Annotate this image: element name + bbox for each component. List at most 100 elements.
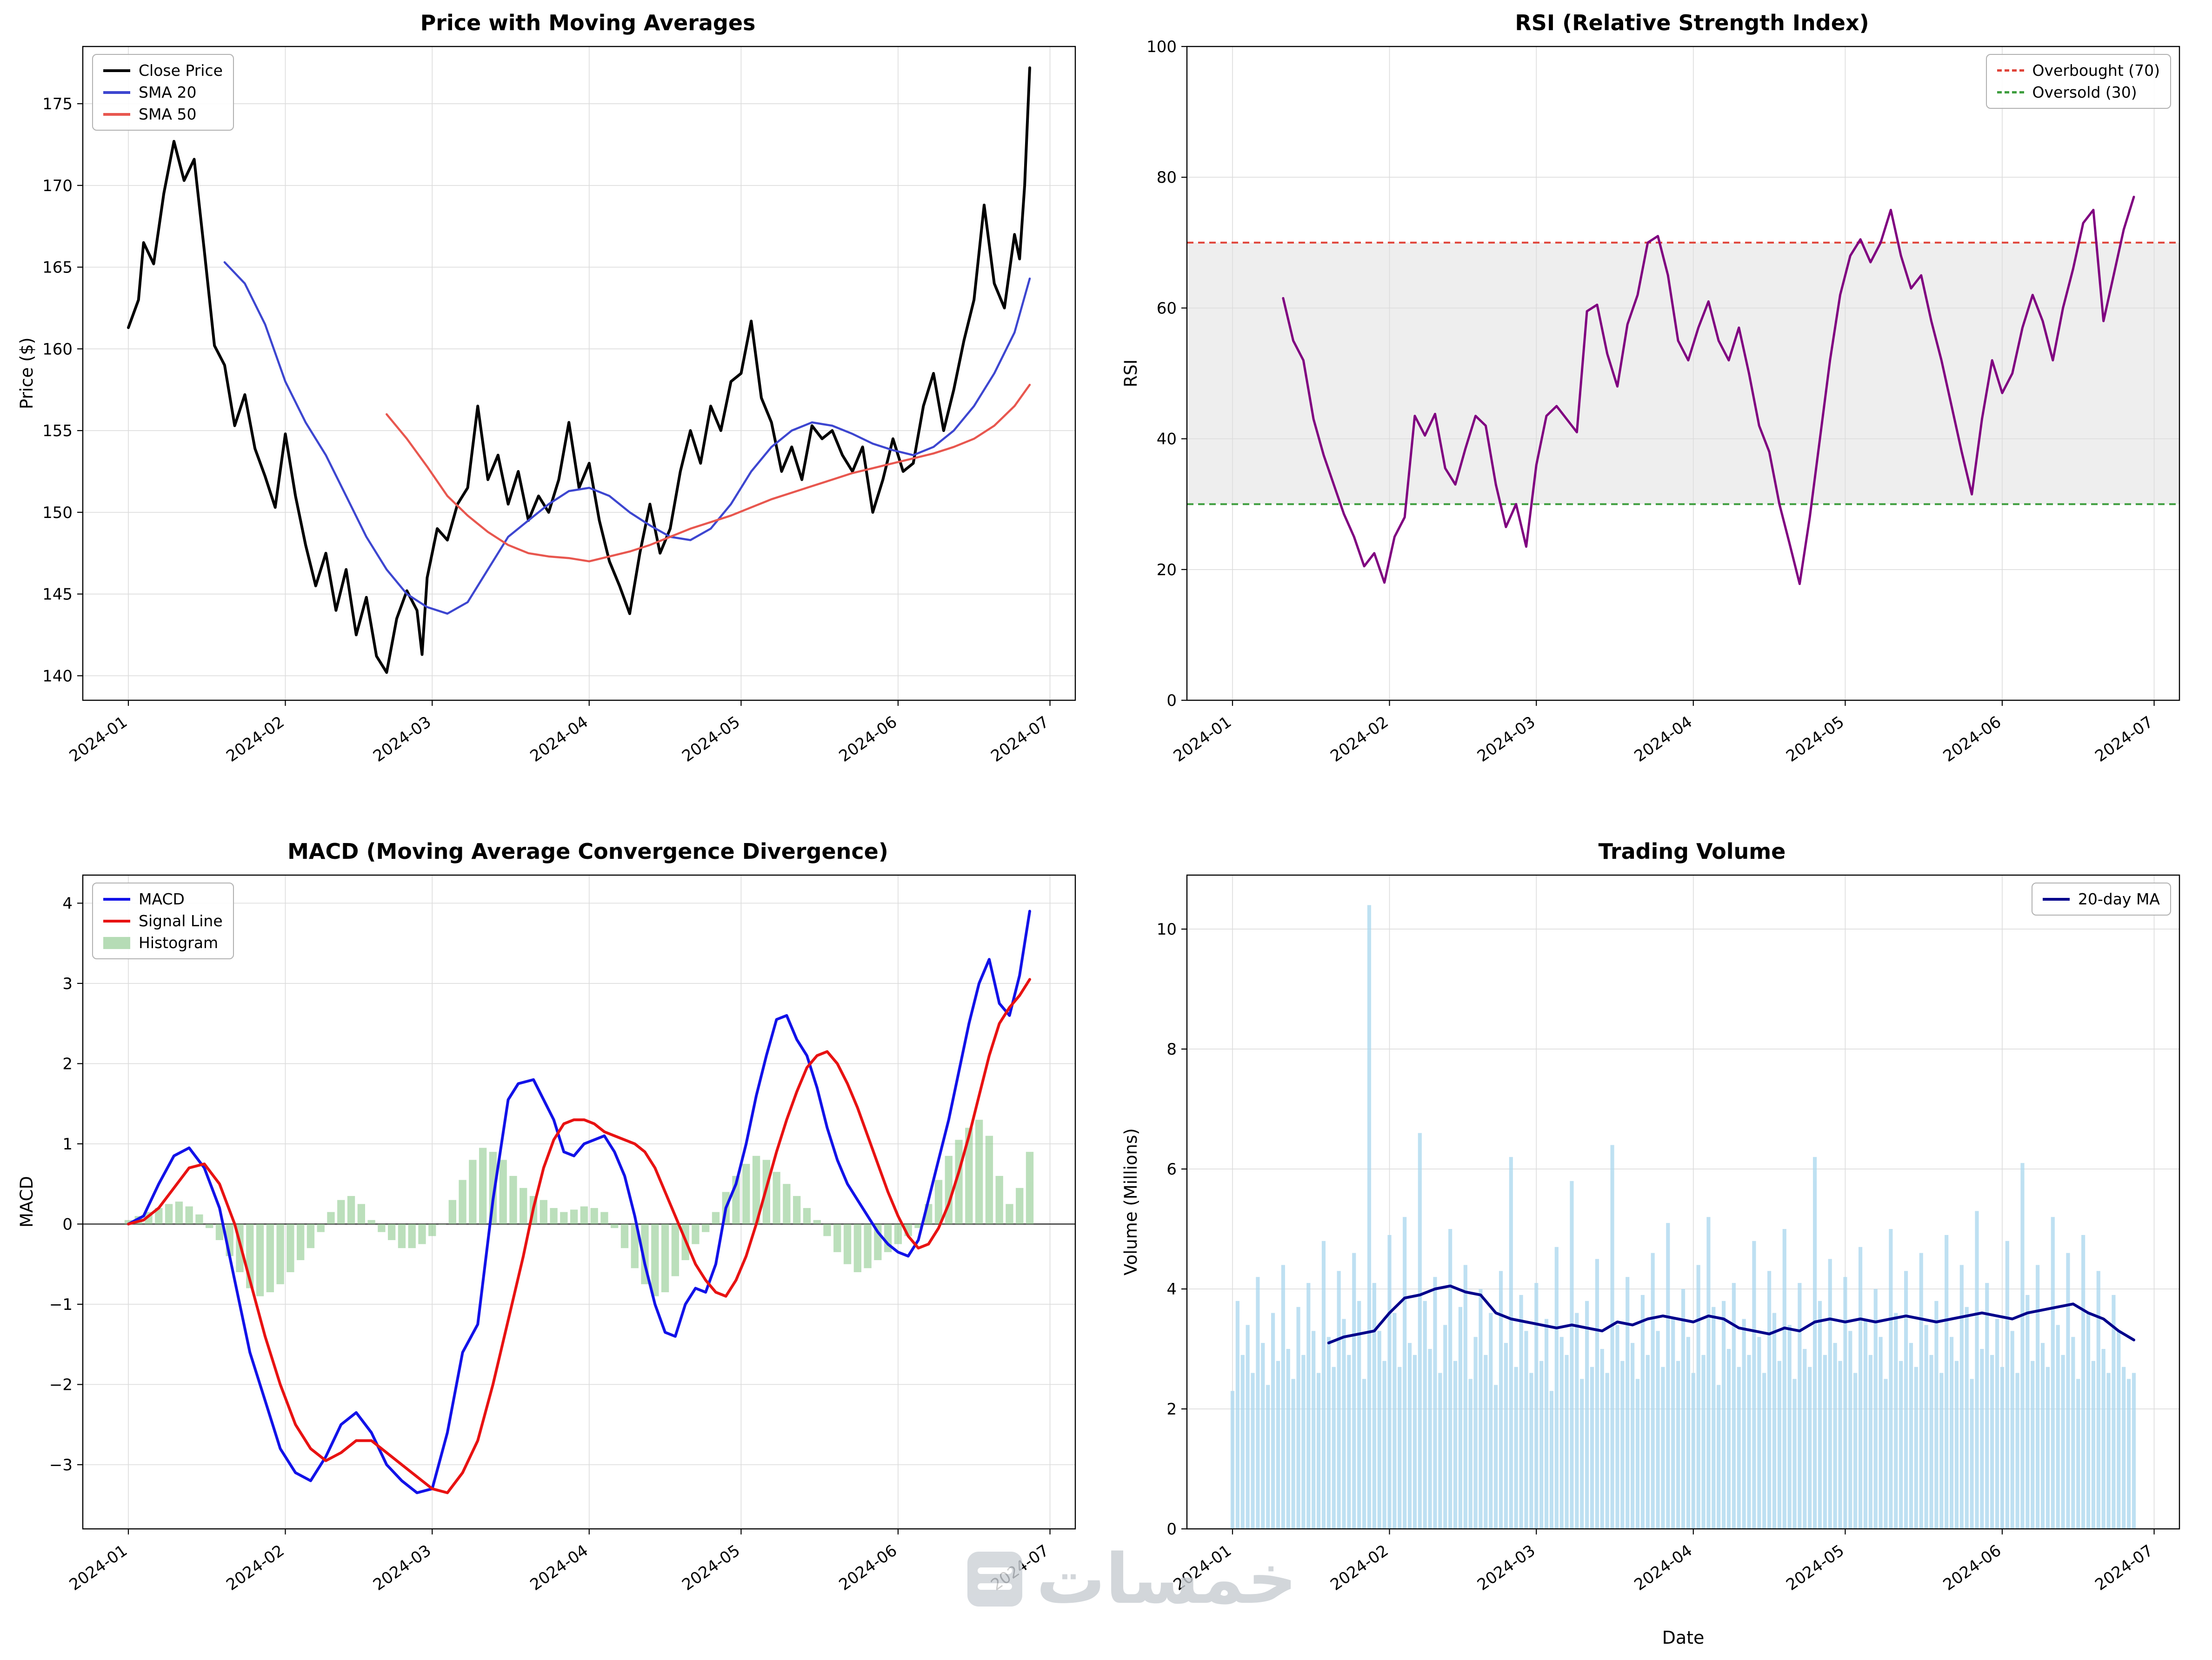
price-y-axis-label: Price ($) (17, 337, 37, 410)
svg-text:2024-03: 2024-03 (370, 713, 434, 766)
legend-label: 20-day MA (2078, 890, 2160, 908)
svg-text:4: 4 (1166, 1280, 1177, 1299)
price-chart-title: Price with Moving Averages (420, 10, 756, 35)
svg-text:2024-04: 2024-04 (1631, 1541, 1696, 1594)
svg-text:2024-06: 2024-06 (1940, 1541, 2005, 1594)
svg-text:165: 165 (42, 259, 73, 277)
legend-swatch-line (103, 91, 130, 94)
svg-text:175: 175 (42, 95, 73, 113)
rsi-y-axis-label: RSI (1121, 359, 1141, 388)
rsi-legend: Overbought (70) Oversold (30) (1985, 54, 2171, 109)
legend-item: Close Price (103, 61, 223, 80)
legend-label: Signal Line (139, 912, 223, 930)
legend-item: Histogram (103, 934, 223, 952)
legend-swatch-line (103, 919, 130, 923)
legend-swatch-line (103, 897, 130, 901)
legend-label: Close Price (139, 61, 223, 80)
rsi-chart-plot: 2024-01 2024-02 2024-03 2024-04 2024-05 2024-… (1146, 39, 2180, 766)
svg-text:2024-04: 2024-04 (527, 1541, 592, 1594)
svg-text:2024-05: 2024-05 (679, 713, 743, 766)
rsi-chart-panel: RSI (Relative Strength Index) RSI 2024-0… (1117, 7, 2197, 824)
svg-text:2024-01: 2024-01 (66, 713, 131, 766)
rsi-chart-title: RSI (Relative Strength Index) (1515, 10, 1869, 35)
macd-chart-title: MACD (Moving Average Convergence Diverge… (287, 839, 888, 864)
svg-text:0: 0 (1166, 1520, 1177, 1539)
volume-legend: 20-day MA (2031, 883, 2171, 916)
svg-text:40: 40 (1157, 430, 1177, 449)
svg-text:2024-06: 2024-06 (1940, 713, 2005, 766)
svg-text:2024-06: 2024-06 (836, 1541, 900, 1594)
legend-label: MACD (139, 890, 185, 908)
volume-chart-title: Trading Volume (1598, 839, 1786, 864)
svg-text:2024-07: 2024-07 (2092, 1541, 2156, 1594)
legend-label: SMA 20 (139, 83, 197, 101)
price-legend: Close Price SMA 20 SMA 50 (92, 54, 234, 131)
legend-item: Signal Line (103, 912, 223, 930)
svg-text:2024-05: 2024-05 (1783, 1541, 1847, 1594)
macd-y-axis-label: MACD (17, 1176, 37, 1228)
svg-text:8: 8 (1166, 1040, 1177, 1059)
svg-text:2024-03: 2024-03 (370, 1541, 434, 1594)
svg-text:2024-06: 2024-06 (836, 713, 900, 766)
price-chart-panel: Price with Moving Averages Price ($) 202… (13, 7, 1093, 824)
svg-text:60: 60 (1157, 299, 1177, 318)
volume-x-axis-label: Date (1662, 1627, 1705, 1648)
price-chart-plot: 2024-01 2024-02 2024-03 2024-04 2024-05 2024-… (42, 46, 1076, 766)
svg-text:20: 20 (1157, 561, 1177, 579)
legend-item: SMA 20 (103, 83, 223, 101)
svg-text:10: 10 (1157, 920, 1177, 939)
legend-swatch-dashed (1997, 69, 2024, 72)
volume-chart-plot: 2024-01 2024-02 2024-03 2024-04 2024-05 2024-… (1157, 874, 2180, 1594)
svg-text:2024-07: 2024-07 (987, 713, 1052, 766)
svg-text:0: 0 (62, 1215, 73, 1234)
svg-text:4: 4 (62, 894, 73, 913)
svg-text:6: 6 (1166, 1160, 1177, 1179)
legend-item: 20-day MA (2042, 890, 2160, 908)
macd-legend: MACD Signal Line Histogram (92, 883, 234, 959)
legend-swatch-line (103, 113, 130, 116)
watermark-logo-icon (967, 1552, 1022, 1607)
svg-text:−3: −3 (49, 1456, 73, 1474)
svg-text:2024-05: 2024-05 (679, 1541, 743, 1594)
svg-text:2024-05: 2024-05 (1783, 713, 1847, 766)
svg-text:2: 2 (62, 1055, 73, 1073)
watermark-text: خمسات (1036, 1539, 1297, 1619)
svg-text:150: 150 (42, 504, 73, 522)
legend-swatch-dashed (1997, 91, 2024, 93)
svg-text:−1: −1 (49, 1295, 73, 1314)
svg-text:2024-02: 2024-02 (223, 1541, 287, 1594)
svg-text:100: 100 (1146, 39, 1177, 56)
svg-text:2024-07: 2024-07 (2092, 713, 2156, 766)
legend-swatch-line (2042, 897, 2070, 901)
svg-text:2024-04: 2024-04 (1631, 713, 1696, 766)
svg-text:2: 2 (1166, 1400, 1177, 1419)
svg-text:2024-02: 2024-02 (1327, 713, 1392, 766)
svg-text:80: 80 (1157, 168, 1177, 187)
svg-text:3: 3 (62, 975, 73, 993)
svg-text:−2: −2 (49, 1375, 73, 1394)
legend-label: SMA 50 (139, 105, 197, 123)
svg-text:2024-02: 2024-02 (223, 713, 287, 766)
legend-swatch-rect (103, 936, 130, 949)
svg-text:2024-02: 2024-02 (1327, 1541, 1392, 1594)
svg-text:2024-01: 2024-01 (66, 1541, 131, 1594)
svg-text:0: 0 (1166, 691, 1177, 710)
svg-text:145: 145 (42, 585, 73, 604)
svg-text:2024-03: 2024-03 (1474, 713, 1539, 766)
svg-text:155: 155 (42, 422, 73, 440)
svg-text:160: 160 (42, 340, 73, 359)
legend-swatch-line (103, 69, 130, 72)
svg-text:140: 140 (42, 667, 73, 685)
svg-text:2024-03: 2024-03 (1474, 1541, 1539, 1594)
macd-chart-plot: 2024-01 2024-02 2024-03 2024-04 2024-05 2024-… (49, 874, 1076, 1594)
legend-item: SMA 50 (103, 105, 223, 123)
svg-text:2024-01: 2024-01 (1170, 713, 1235, 766)
volume-chart-panel: Trading Volume Volume (Millions) 2024-01… (1117, 835, 2197, 1653)
svg-text:170: 170 (42, 177, 73, 195)
legend-item: MACD (103, 890, 223, 908)
svg-text:2024-04: 2024-04 (527, 713, 592, 766)
legend-label: Overbought (70) (2032, 61, 2160, 80)
legend-label: Oversold (30) (2032, 83, 2137, 101)
volume-y-axis-label: Volume (Millions) (1121, 1128, 1141, 1276)
